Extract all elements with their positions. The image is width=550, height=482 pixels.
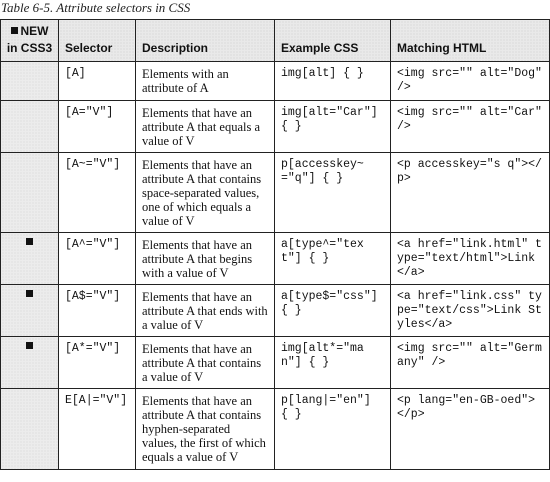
new-flag-cell — [0, 388, 59, 470]
selector-cell: [A$="V"] — [58, 284, 136, 337]
table-row: [A] Elements with an attribute of A img[… — [0, 61, 550, 101]
table-row: [A~="V"] Elements that have an attribute… — [0, 152, 550, 233]
selector-cell: [A~="V"] — [58, 152, 136, 233]
selector-cell: [A*="V"] — [58, 336, 136, 389]
new-flag-cell — [0, 152, 59, 233]
table-caption: Table 6-5. Attribute selectors in CSS — [1, 0, 191, 15]
matching-html-cell: <p accesskey="s q"></p> — [390, 152, 550, 233]
new-in-css3-square-icon — [26, 237, 33, 245]
description-cell: Elements that have an attribute A that b… — [135, 232, 275, 285]
header-new-label: NEW — [20, 24, 49, 38]
table-body: [A] Elements with an attribute of A img[… — [0, 61, 550, 470]
description-cell: Elements that have an attribute A that e… — [135, 284, 275, 337]
table-row: [A$="V"] Elements that have an attribute… — [0, 284, 550, 337]
matching-html-cell: <img src="" alt="Germany" /> — [390, 336, 550, 389]
example-css-cell: p[lang|="en"] { } — [274, 388, 391, 470]
example-css-cell: a[type$="css"] { } — [274, 284, 391, 337]
matching-html-cell: <a href="link.css" type="text/css">Link … — [390, 284, 550, 337]
example-css-cell: img[alt="Car"] { } — [274, 100, 391, 153]
example-css-cell: p[accesskey~="q"] { } — [274, 152, 391, 233]
example-css-cell: a[type^="text"] { } — [274, 232, 391, 285]
table-header: NEW in CSS3 Selector Description Example… — [0, 19, 550, 62]
description-cell: Elements with an attribute of A — [135, 61, 275, 101]
new-flag-cell — [0, 100, 59, 153]
attribute-selectors-table: NEW in CSS3 Selector Description Example… — [0, 19, 550, 470]
description-cell: Elements that have an attribute A that c… — [135, 152, 275, 233]
table-row: [A="V"] Elements that have an attribute … — [0, 100, 550, 153]
selector-cell: [A="V"] — [58, 100, 136, 153]
table-row: [A^="V"] Elements that have an attribute… — [0, 232, 550, 285]
matching-html-cell: <img src="" alt="Dog" /> — [390, 61, 550, 101]
example-css-cell: img[alt*="man"] { } — [274, 336, 391, 389]
header-selector: Selector — [58, 19, 136, 62]
matching-html-cell: <img src="" alt="Car" /> — [390, 100, 550, 153]
description-cell: Elements that have an attribute A that e… — [135, 100, 275, 153]
matching-html-cell: <p lang="en-GB-oed"></p> — [390, 388, 550, 470]
example-css-cell: img[alt] { } — [274, 61, 391, 101]
table-row: [A*="V"] Elements that have an attribute… — [0, 336, 550, 389]
new-flag-cell — [0, 284, 59, 337]
new-in-css3-square-icon — [26, 289, 33, 297]
description-cell: Elements that have an attribute A that c… — [135, 388, 275, 470]
description-cell: Elements that have an attribute A that c… — [135, 336, 275, 389]
selector-cell: E[A|="V"] — [58, 388, 136, 470]
new-flag-cell — [0, 336, 59, 389]
new-flag-cell — [0, 61, 59, 101]
header-description: Description — [135, 19, 275, 62]
header-example-css: Example CSS — [274, 19, 391, 62]
selector-cell: [A] — [58, 61, 136, 101]
header-matching-html: Matching HTML — [390, 19, 550, 62]
selector-cell: [A^="V"] — [58, 232, 136, 285]
new-in-css3-square-icon — [26, 341, 33, 349]
header-in-css3-label: in CSS3 — [6, 41, 53, 55]
new-square-icon — [10, 27, 18, 35]
table-row: E[A|="V"] Elements that have an attribut… — [0, 388, 550, 470]
header-new-in-css3: NEW in CSS3 — [0, 19, 59, 62]
matching-html-cell: <a href="link.html" type="text/html">Lin… — [390, 232, 550, 285]
new-flag-cell — [0, 232, 59, 285]
